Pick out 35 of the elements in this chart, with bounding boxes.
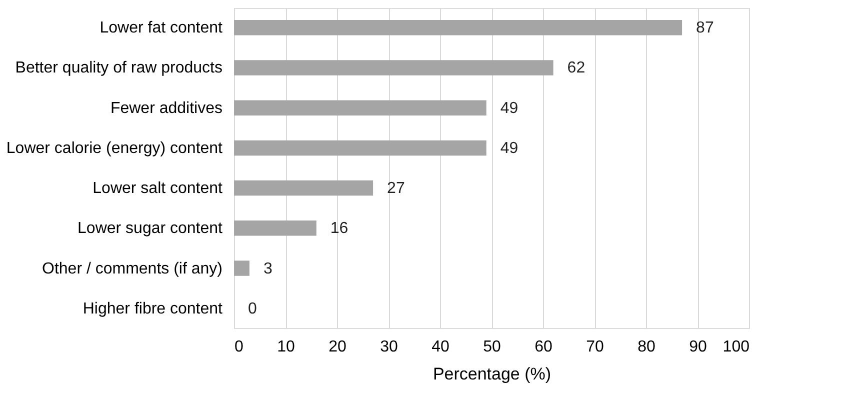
data-label: 16 (330, 220, 348, 238)
bar (234, 60, 554, 76)
x-axis-title: Percentage (%) (432, 364, 552, 384)
bar (234, 140, 486, 156)
bar (234, 180, 374, 196)
x-tick-label: 10 (277, 338, 295, 356)
bar (234, 260, 250, 276)
y-tick-label: Lower calorie (energy) content (6, 140, 224, 157)
x-tick-label: 50 (483, 338, 501, 356)
y-tick-label: Fewer additives (110, 100, 222, 117)
x-tick-label: 0 (234, 338, 244, 356)
x-tick-label: 40 (432, 338, 450, 356)
data-label: 62 (567, 60, 586, 77)
bar (234, 100, 486, 116)
y-tick-label: Lower sugar content (78, 220, 224, 238)
data-label: 87 (696, 20, 714, 37)
bar (234, 20, 682, 36)
data-label: 3 (263, 260, 272, 278)
bar (234, 220, 316, 236)
data-label: 0 (248, 300, 257, 318)
y-tick-label: Higher fibre content (82, 300, 224, 318)
y-tick-label: Other / comments (if any) (42, 260, 222, 278)
x-tick-label: 70 (586, 338, 604, 356)
y-tick-label: Lower salt content (92, 180, 224, 198)
x-tick-label: 100 (722, 338, 750, 356)
x-tick-label: 90 (689, 338, 707, 356)
data-label: 49 (500, 100, 518, 117)
data-label: 27 (387, 180, 405, 198)
x-tick-label: 20 (328, 338, 346, 356)
x-tick-label: 60 (534, 338, 552, 356)
x-tick-label: 30 (380, 338, 398, 356)
x-tick-label: 80 (638, 338, 656, 356)
data-label: 49 (500, 140, 518, 157)
y-tick-label: Better quality of raw products (15, 60, 222, 77)
y-tick-label: Lower fat content (100, 20, 224, 37)
